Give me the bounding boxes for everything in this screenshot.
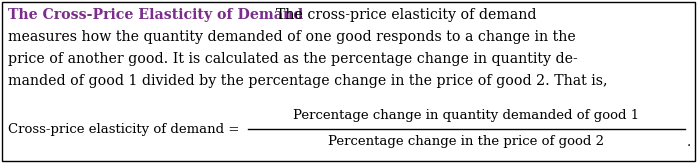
Text: Percentage change in the price of good 2: Percentage change in the price of good 2 bbox=[328, 135, 604, 148]
Text: manded of good 1 divided by the percentage change in the price of good 2. That i: manded of good 1 divided by the percenta… bbox=[8, 74, 608, 88]
Text: Cross-price elasticity of demand =: Cross-price elasticity of demand = bbox=[8, 123, 239, 135]
Text: The cross-price elasticity of demand: The cross-price elasticity of demand bbox=[258, 8, 537, 22]
Text: The Cross-Price Elasticity of Demand: The Cross-Price Elasticity of Demand bbox=[8, 8, 303, 22]
Text: Percentage change in quantity demanded of good 1: Percentage change in quantity demanded o… bbox=[293, 110, 640, 123]
Text: .: . bbox=[687, 135, 691, 148]
FancyBboxPatch shape bbox=[2, 2, 695, 161]
Text: price of another good. It is calculated as the percentage change in quantity de-: price of another good. It is calculated … bbox=[8, 52, 578, 66]
Text: measures how the quantity demanded of one good responds to a change in the: measures how the quantity demanded of on… bbox=[8, 30, 576, 44]
